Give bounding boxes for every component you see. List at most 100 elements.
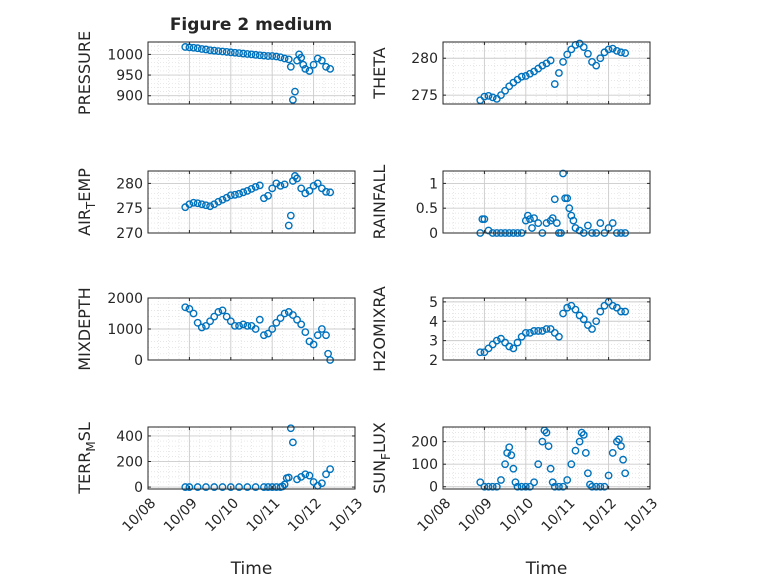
data-point — [501, 338, 509, 347]
data-point — [278, 482, 287, 491]
data-point — [588, 325, 596, 333]
y-tick-label: 275 — [116, 201, 143, 217]
data-point — [538, 437, 547, 446]
data-point — [276, 181, 285, 190]
data-point — [488, 93, 497, 102]
data-point — [288, 311, 297, 319]
data-point — [563, 303, 572, 312]
y-tick-label: 0.5 — [416, 201, 438, 217]
data-point — [567, 301, 576, 310]
data-point — [617, 307, 625, 316]
data-point — [255, 315, 264, 324]
data-point — [226, 317, 235, 326]
data-point — [526, 328, 534, 337]
data-point — [301, 64, 310, 73]
data-point — [509, 464, 518, 473]
data-point — [235, 321, 243, 330]
data-point — [280, 309, 289, 318]
y-tick-label: 275 — [411, 88, 438, 104]
data-point — [299, 60, 308, 69]
data-point — [528, 224, 536, 232]
data-point — [280, 54, 289, 63]
series-markers — [476, 39, 630, 105]
data-point — [313, 179, 322, 188]
data-point — [612, 46, 621, 55]
data-point — [243, 483, 252, 491]
data-point — [260, 483, 268, 491]
data-point — [326, 64, 335, 73]
data-point — [293, 315, 301, 324]
data-point — [550, 328, 559, 337]
y-tick-label: 280 — [411, 51, 438, 67]
data-point — [521, 328, 530, 337]
y-tick-label: 0 — [134, 353, 143, 369]
data-point — [243, 321, 252, 330]
data-point — [276, 314, 285, 323]
data-point — [604, 45, 613, 54]
data-point — [264, 329, 272, 338]
data-point — [480, 215, 489, 224]
data-point — [189, 198, 198, 207]
data-point — [546, 325, 555, 333]
series-markers — [181, 303, 335, 364]
data-point — [301, 470, 310, 479]
data-point — [548, 478, 557, 487]
data-point — [322, 470, 330, 479]
data-point — [538, 327, 547, 335]
data-point — [567, 460, 576, 469]
data-point — [608, 301, 617, 310]
data-point — [476, 348, 485, 357]
data-point — [202, 483, 210, 491]
data-point — [239, 49, 248, 58]
data-point — [284, 55, 293, 64]
data-point — [264, 52, 272, 60]
data-point — [563, 50, 572, 59]
data-point — [577, 428, 586, 437]
data-point — [189, 309, 198, 318]
data-point — [247, 50, 256, 59]
data-point — [218, 483, 227, 491]
data-point — [542, 325, 551, 333]
x-axis-label: Time — [230, 559, 273, 579]
y-tick-label: 1000 — [107, 322, 143, 338]
data-point — [584, 469, 592, 478]
data-point — [546, 464, 555, 473]
y-tick-label: 200 — [411, 435, 438, 451]
data-point — [291, 87, 299, 96]
series-markers — [181, 172, 335, 230]
data-point — [226, 191, 235, 200]
data-point — [552, 219, 561, 227]
data-point — [544, 442, 553, 451]
subplot-6: 2 3 4 5 H2OMIXRA — [370, 286, 651, 372]
y-tick-label: 280 — [116, 176, 143, 192]
y-tick-label: 2000 — [107, 291, 143, 307]
data-point — [584, 49, 592, 58]
data-point — [185, 483, 194, 491]
data-point — [301, 328, 310, 336]
y-tick-label: 2 — [429, 353, 438, 369]
data-point — [530, 214, 538, 223]
data-point — [600, 482, 609, 491]
axes-box — [147, 41, 356, 105]
y-tick-label: 200 — [116, 455, 143, 471]
data-point — [509, 344, 518, 353]
data-point — [617, 442, 625, 451]
y-tick-label: 0 — [429, 480, 438, 496]
subplot-3: 270 275 280 AIRTEMP — [75, 168, 356, 242]
data-point — [501, 460, 509, 469]
data-point — [619, 455, 627, 464]
y-tick-label: 900 — [116, 89, 143, 105]
data-point — [600, 301, 609, 310]
data-point — [615, 435, 623, 444]
minor-grid — [442, 427, 651, 489]
data-point — [484, 482, 493, 491]
y-axis-label: AIRTEMP — [75, 168, 98, 236]
data-point — [226, 483, 235, 491]
data-point — [260, 51, 268, 60]
x-axis-label: Time — [525, 559, 568, 579]
data-point — [575, 311, 584, 320]
data-point — [255, 51, 264, 60]
data-point — [202, 321, 210, 330]
data-point — [309, 60, 318, 69]
y-axis-label: MIXDEPTH — [75, 287, 94, 370]
